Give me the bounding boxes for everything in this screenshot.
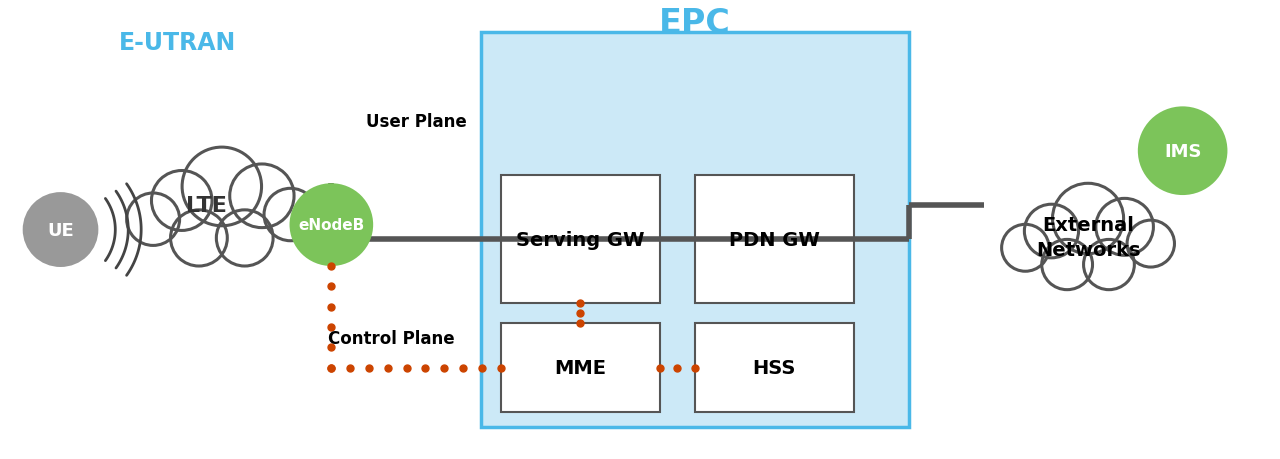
Circle shape: [289, 184, 374, 266]
Circle shape: [264, 189, 317, 241]
Text: EPC: EPC: [659, 7, 731, 40]
Circle shape: [127, 194, 179, 246]
Circle shape: [1042, 240, 1093, 290]
Text: IMS: IMS: [1164, 142, 1202, 160]
FancyBboxPatch shape: [500, 176, 660, 304]
Circle shape: [1128, 221, 1175, 268]
Circle shape: [1024, 205, 1079, 258]
Circle shape: [216, 210, 273, 266]
Circle shape: [1002, 225, 1050, 272]
Text: User Plane: User Plane: [366, 113, 466, 131]
Text: E-UTRAN: E-UTRAN: [118, 31, 236, 55]
Circle shape: [229, 165, 294, 228]
Circle shape: [170, 210, 228, 266]
Text: PDN GW: PDN GW: [730, 230, 820, 249]
Circle shape: [23, 193, 99, 268]
Circle shape: [1052, 184, 1124, 254]
Text: Serving GW: Serving GW: [516, 230, 645, 249]
FancyBboxPatch shape: [695, 176, 854, 304]
Text: LTE: LTE: [187, 196, 228, 215]
FancyBboxPatch shape: [500, 324, 660, 412]
FancyBboxPatch shape: [481, 34, 909, 427]
Circle shape: [151, 171, 212, 231]
Circle shape: [1084, 240, 1134, 290]
Text: UE: UE: [47, 221, 74, 239]
Text: Networks: Networks: [1036, 240, 1140, 259]
Text: External: External: [1042, 216, 1134, 235]
Text: eNodeB: eNodeB: [298, 218, 365, 233]
Circle shape: [1096, 199, 1153, 256]
Text: Control Plane: Control Plane: [328, 329, 454, 347]
FancyBboxPatch shape: [695, 324, 854, 412]
Text: MME: MME: [554, 358, 607, 377]
Circle shape: [182, 148, 261, 226]
Circle shape: [1138, 107, 1228, 196]
Text: HSS: HSS: [753, 358, 796, 377]
